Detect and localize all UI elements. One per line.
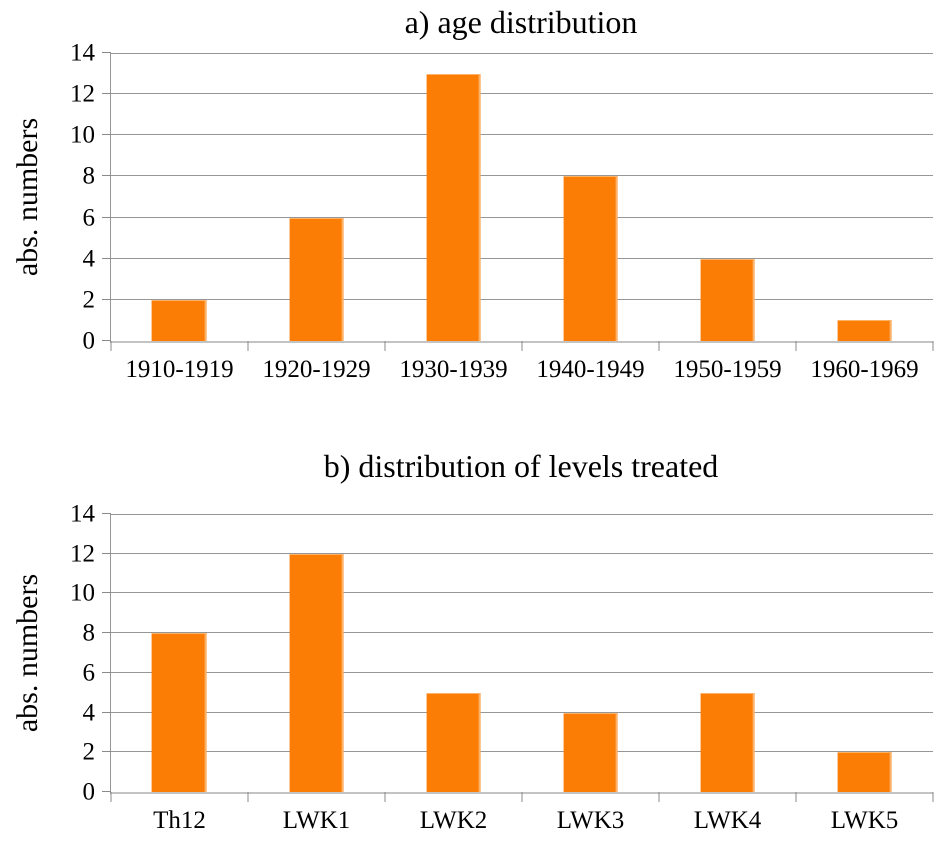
bar-1940-1949	[563, 176, 618, 341]
gridline-10	[111, 134, 933, 136]
bar-1920-1929	[289, 217, 344, 341]
y-axis-tick	[102, 257, 111, 259]
y-tick-label: 14	[70, 39, 95, 67]
plot-area: 0 2 4 6 8 10 12 14 Th12 LWK1 LWK2 LWK3 LWK4 LWK5	[70, 502, 934, 834]
x-category-label: LWK3	[556, 807, 625, 834]
y-tick-label: 2	[82, 286, 96, 314]
y-axis-tick	[102, 175, 111, 177]
y-tick-label: 14	[70, 500, 95, 528]
y-tick-label: 12	[70, 540, 95, 568]
y-axis-tick	[102, 134, 111, 136]
bar-lwk2	[426, 692, 481, 792]
x-category-label: 1920-1929	[262, 356, 371, 383]
y-axis-title: abs. numbers	[11, 117, 44, 277]
y-tick-label: 0	[82, 327, 96, 355]
y-tick-label: 8	[82, 619, 96, 647]
y-axis-tick	[102, 592, 111, 594]
x-category-label: LWK1	[282, 807, 351, 834]
x-axis-tick	[658, 341, 660, 351]
y-axis-tick	[102, 340, 111, 341]
chart-title: b) distribution of levels treated	[323, 448, 719, 484]
y-axis-tick	[102, 552, 111, 554]
chart-age-distribution: a) age distribution abs. numbers 0 2 4 6 8 10…	[2, 4, 934, 383]
x-axis-tick	[658, 792, 660, 802]
y-tick-label: 10	[70, 121, 95, 149]
y-axis-title-wrap: abs. numbers	[2, 514, 54, 792]
x-axis-tick	[384, 341, 386, 351]
x-category-label: 1930-1939	[399, 356, 508, 383]
y-tick-label: 6	[82, 659, 96, 687]
bar-1950-1959	[700, 258, 755, 341]
gridline-4	[111, 711, 933, 713]
y-tick-label: 6	[82, 204, 96, 232]
y-axis-tick	[102, 93, 111, 95]
x-category-label: LWK4	[693, 807, 762, 834]
y-tick-label: 0	[82, 778, 96, 806]
y-tick-label: 8	[82, 162, 96, 190]
bar-th12	[152, 633, 207, 792]
x-category-label: 1940-1949	[536, 356, 645, 383]
y-axis-tick	[102, 52, 111, 53]
x-category-label: LWK2	[419, 807, 488, 834]
x-axis-tick	[110, 341, 112, 351]
x-axis-tick	[521, 792, 523, 802]
gridline-2	[111, 751, 933, 753]
y-axis-tick	[102, 671, 111, 673]
gridline-14	[111, 53, 933, 54]
x-category-label: 1960-1969	[810, 356, 919, 383]
y-tick-label: 12	[70, 80, 95, 108]
bar-lwk1	[289, 553, 344, 792]
y-axis-tick	[102, 513, 111, 514]
gridline-2	[111, 298, 933, 300]
gridline-8	[111, 175, 933, 177]
x-category-label: LWK5	[830, 807, 899, 834]
gridline-10	[111, 592, 933, 594]
x-axis-tick	[110, 792, 112, 802]
y-axis-tick	[102, 632, 111, 634]
bar-1960-1969	[837, 320, 892, 341]
x-category-label: Th12	[153, 807, 206, 834]
gridline-8	[111, 632, 933, 634]
gridline-4	[111, 257, 933, 259]
plot-area: 0 2 4 6 8 10 12 14 1910-1919 1920-1929 1930-1939 19…	[70, 41, 934, 383]
x-axis-tick	[384, 792, 386, 802]
x-category-label: 1910-1919	[125, 356, 234, 383]
x-axis-tick	[932, 792, 934, 802]
gridline-12	[111, 552, 933, 554]
y-axis-tick	[102, 791, 111, 792]
chart-levels-treated: b) distribution of levels treated abs. n…	[0, 430, 950, 850]
bar-lwk4	[700, 692, 755, 792]
x-axis-tick	[247, 792, 249, 802]
y-axis-title-wrap: abs. numbers	[2, 53, 54, 341]
x-axis-tick	[521, 341, 523, 351]
gridline-14	[111, 514, 933, 515]
y-axis-title: abs. numbers	[11, 573, 44, 733]
x-axis-tick	[932, 341, 934, 351]
y-axis-tick	[102, 751, 111, 753]
x-axis-tick	[795, 792, 797, 802]
y-axis-tick	[102, 216, 111, 218]
y-axis-tick	[102, 711, 111, 713]
x-axis-tick	[247, 341, 249, 351]
chart-title: a) age distribution	[404, 4, 638, 40]
gridline-6	[111, 671, 933, 673]
gridline-12	[111, 93, 933, 95]
y-tick-label: 4	[82, 699, 96, 727]
bar-1930-1939	[426, 73, 481, 341]
bar-lwk5	[837, 752, 892, 792]
y-tick-label: 10	[70, 579, 95, 607]
y-tick-label: 2	[82, 738, 96, 766]
x-axis-tick	[795, 341, 797, 351]
bar-lwk3	[563, 712, 618, 792]
x-category-label: 1950-1959	[673, 356, 782, 383]
bar-1910-1919	[152, 299, 207, 341]
y-tick-label: 4	[82, 245, 96, 273]
gridline-6	[111, 216, 933, 218]
y-axis-tick	[102, 298, 111, 300]
